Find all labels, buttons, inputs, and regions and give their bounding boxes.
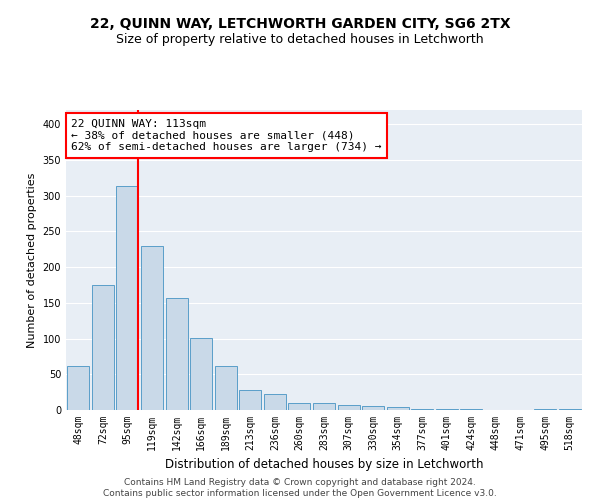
Bar <box>215 366 237 410</box>
Bar <box>239 390 262 410</box>
Bar <box>190 338 212 410</box>
X-axis label: Distribution of detached houses by size in Letchworth: Distribution of detached houses by size … <box>165 458 483 471</box>
Text: Contains HM Land Registry data © Crown copyright and database right 2024.
Contai: Contains HM Land Registry data © Crown c… <box>103 478 497 498</box>
Bar <box>313 403 335 410</box>
Bar <box>362 406 384 410</box>
Bar <box>92 285 114 410</box>
Bar <box>338 405 359 410</box>
Bar <box>264 394 286 410</box>
Bar <box>289 403 310 410</box>
Bar <box>411 408 433 410</box>
Bar <box>386 407 409 410</box>
Bar <box>166 298 188 410</box>
Bar <box>67 366 89 410</box>
Text: Size of property relative to detached houses in Letchworth: Size of property relative to detached ho… <box>116 32 484 46</box>
Text: 22 QUINN WAY: 113sqm
← 38% of detached houses are smaller (448)
62% of semi-deta: 22 QUINN WAY: 113sqm ← 38% of detached h… <box>71 119 382 152</box>
Bar <box>116 186 139 410</box>
Bar <box>559 408 581 410</box>
Y-axis label: Number of detached properties: Number of detached properties <box>27 172 37 348</box>
Bar <box>141 246 163 410</box>
Text: 22, QUINN WAY, LETCHWORTH GARDEN CITY, SG6 2TX: 22, QUINN WAY, LETCHWORTH GARDEN CITY, S… <box>89 18 511 32</box>
